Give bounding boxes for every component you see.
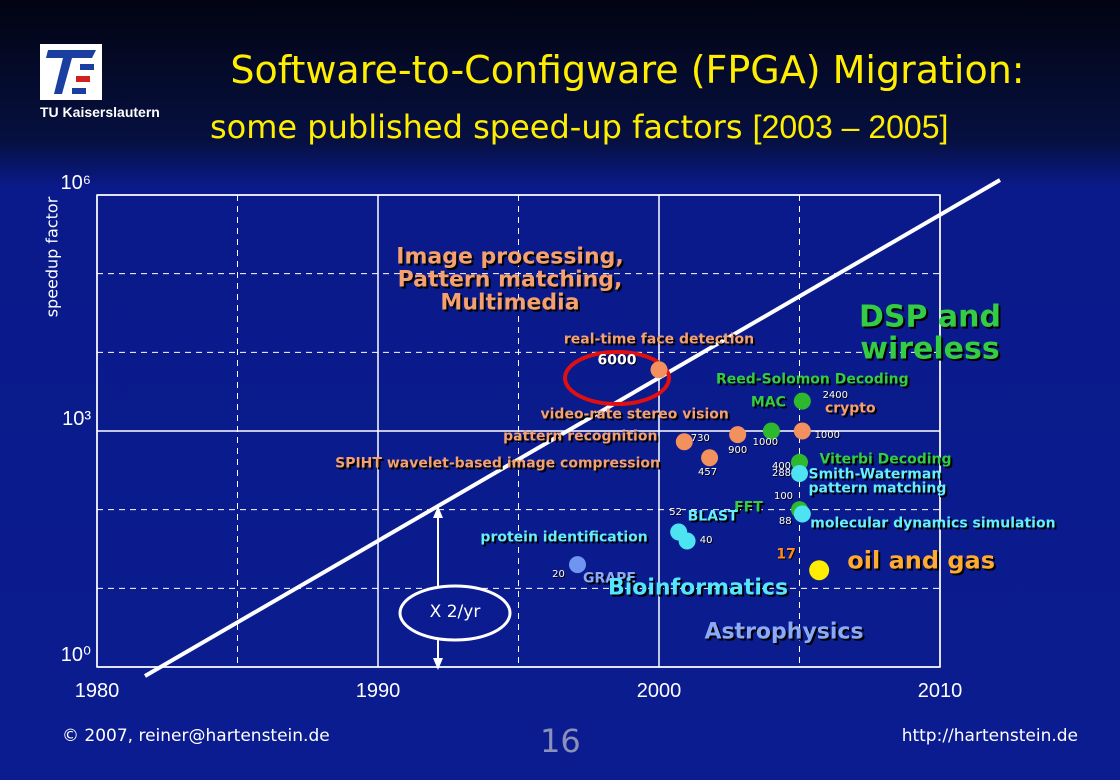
point-label: SPIHT wavelet-based image compression: [335, 455, 661, 472]
trend-line: [143, 178, 1002, 678]
point-label: oil and gas: [847, 546, 996, 575]
point-label: Reed-Solomon Decoding: [715, 371, 909, 388]
annotation: DSP and wireless: [858, 299, 1002, 366]
marks: [569, 361, 830, 581]
point-label: FFT: [734, 499, 763, 516]
point: [569, 556, 587, 574]
value-label: 100: [773, 490, 794, 502]
date-range: [2003 – 2005]: [752, 109, 949, 145]
point-label: MAC: [750, 394, 786, 411]
y-tick-label: 10⁰: [61, 644, 91, 666]
point: [793, 505, 811, 523]
arrow-head: [433, 506, 443, 518]
url: http://hartenstein.de: [901, 726, 1078, 746]
logo-shape: [46, 50, 96, 94]
logo-shape: [76, 76, 90, 82]
logo-shape: [72, 88, 86, 94]
value-label: 17: [776, 546, 796, 563]
value-label: 457: [698, 466, 718, 478]
value-label: 6000: [597, 352, 637, 369]
point: [675, 433, 693, 451]
value-label: 288: [771, 467, 792, 479]
value-label: 2400: [822, 389, 849, 401]
point-label: GRAPE: [583, 570, 636, 587]
point: [701, 449, 719, 467]
value-label: 88: [778, 515, 792, 527]
y-tick-label: 10⁶: [61, 172, 91, 194]
annotation: Bioinformatics: [607, 575, 789, 601]
point: [729, 426, 747, 444]
point-label: video-rate stereo vision: [540, 406, 729, 423]
logo-text: TU Kaiserslautern: [40, 104, 160, 120]
value-label: 900: [728, 444, 748, 456]
copyright: © 2007, reiner@hartenstein.de: [62, 726, 330, 746]
value-label: 20: [552, 568, 565, 580]
x-tick-label: 1980: [75, 680, 120, 702]
x-tick-label: 1990: [356, 680, 401, 702]
point: [791, 465, 808, 483]
annotation: Image processing, Pattern matching, Mult…: [396, 244, 624, 316]
highlight-ellipse: [563, 350, 671, 406]
value-label: 730: [690, 432, 710, 444]
point-label: pattern recognition: [503, 428, 658, 445]
value-label: 400: [771, 461, 792, 473]
y-axis-label: speedup factor: [42, 196, 62, 318]
y-tick-label: 10³: [62, 408, 91, 430]
point-label: molecular dynamics simulation: [810, 515, 1056, 532]
subtitle: some published speed-up factors [2003 – …: [210, 108, 948, 146]
value-label: 40: [699, 534, 713, 546]
point: [678, 532, 696, 550]
grid: 1980 1990 2000 2010 10⁰ 10³ 10⁶: [61, 172, 963, 702]
point-label: protein identification: [480, 529, 648, 546]
point-label: crypto: [824, 400, 876, 417]
point-label: real-time face detection: [563, 331, 755, 348]
value-label: 1000: [752, 436, 779, 448]
point-label: BLAST: [687, 508, 738, 525]
point: [762, 422, 780, 440]
arrow-head: [433, 658, 443, 670]
x-tick-label: 2010: [918, 680, 963, 702]
page-number: 16: [540, 722, 581, 760]
value-label: 1000: [814, 429, 841, 441]
point: [809, 560, 830, 581]
subtitle-text: some published speed-up factors: [210, 108, 743, 146]
annotation-ellipse: [398, 584, 512, 642]
point: [793, 422, 811, 440]
point-label: Viterbi Decoding: [819, 451, 952, 468]
annotation: Astrophysics: [704, 619, 864, 645]
annotation: X 2/yr: [429, 602, 481, 623]
point: [793, 392, 811, 410]
title: Software-to-Configware (FPGA) Migration:: [230, 48, 1025, 92]
point: [650, 361, 668, 379]
point-label: Smith-Waterman pattern matching: [808, 465, 947, 497]
logo-shape: [80, 64, 94, 70]
x-tick-label: 2000: [637, 680, 682, 702]
value-label: 52: [669, 506, 683, 518]
